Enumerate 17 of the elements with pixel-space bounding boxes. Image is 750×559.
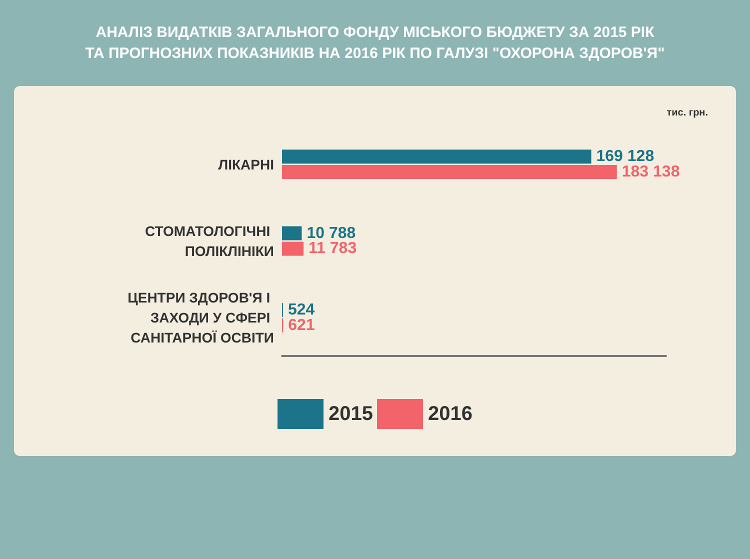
data-label: 621 bbox=[288, 316, 315, 334]
data-label: 169 128 bbox=[596, 148, 654, 166]
legend-label: 2015 bbox=[328, 403, 374, 425]
data-label: 183 138 bbox=[622, 164, 680, 181]
bar bbox=[282, 226, 302, 240]
y-tick-label: ЛІКАРНІ bbox=[218, 156, 274, 172]
chart-title: АНАЛІЗ ВИДАТКІВ ЗАГАЛЬНОГО ФОНДУ МІСЬКОГО БЮДЖЕТУ ЗА 2015 РІК ТА ПРОГНОЗНИХ ПОКАЗНИКІВ НА 2016 РІК ПО ГАЛУЗІ "ОХОРОНА ЗДОРОВ'Я" bbox=[84, 23, 666, 64]
data-label: 10 788 bbox=[306, 224, 356, 242]
data-label: 524 bbox=[288, 301, 315, 318]
y-tick-label: СТОМАТОЛОГІЧНІ ПОЛІКЛІНІКИ bbox=[145, 223, 274, 259]
bar bbox=[282, 165, 617, 180]
y-tick-label: ЦЕНТРИ ЗДОРОВ'Я І ЗАХОДИ У СФЕРІ САНІТАРНОЇ ОСВІТИ bbox=[128, 290, 274, 346]
text: тис. грн. bbox=[666, 108, 708, 118]
bar bbox=[282, 150, 592, 164]
bar bbox=[282, 242, 304, 256]
data-label: 11 783 bbox=[308, 240, 357, 258]
legend-label: 2016 bbox=[428, 403, 472, 425]
